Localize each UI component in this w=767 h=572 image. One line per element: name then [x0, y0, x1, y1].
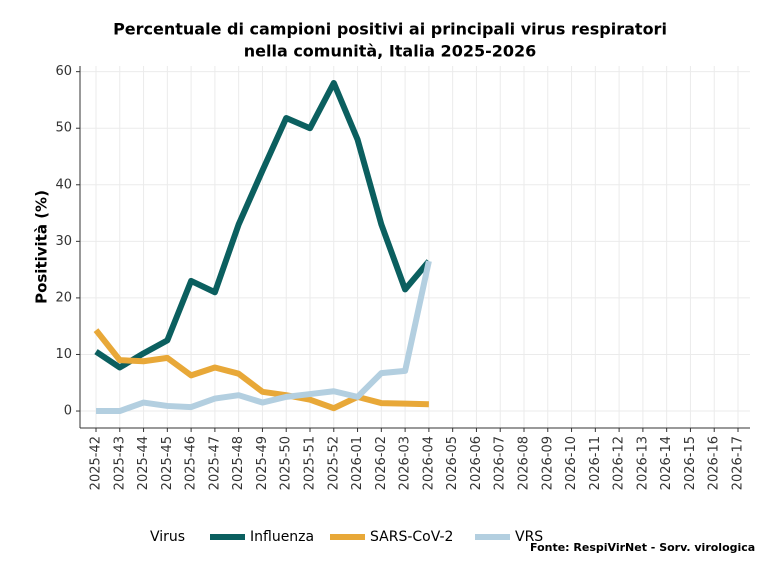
y-axis-label: Positività (%)	[33, 190, 51, 304]
x-tick-label: 2026-03	[398, 436, 413, 490]
x-tick-label: 2026-17	[731, 436, 746, 490]
y-tick-label: 0	[64, 404, 72, 419]
legend-title: Virus	[150, 529, 185, 545]
x-tick-label: 2025-50	[279, 436, 294, 490]
x-tick-label: 2026-13	[635, 436, 650, 490]
x-tick-label: 2025-44	[136, 436, 151, 490]
legend-label: Influenza	[250, 529, 314, 545]
x-tick-label: 2026-15	[683, 436, 698, 490]
chart-title: nella comunità, Italia 2025-2026	[244, 42, 537, 61]
x-tick-label: 2025-52	[326, 436, 341, 490]
x-tick-label: 2025-45	[160, 436, 175, 490]
x-tick-label: 2025-42	[89, 436, 104, 490]
x-tick-label: 2026-11	[588, 436, 603, 490]
x-tick-label: 2026-02	[374, 436, 389, 490]
y-tick-label: 20	[55, 290, 72, 305]
x-tick-label: 2025-51	[303, 436, 318, 490]
x-tick-label: 2026-04	[421, 436, 436, 490]
x-tick-label: 2025-49	[255, 436, 270, 490]
x-tick-label: 2026-09	[540, 436, 555, 490]
x-tick-label: 2026-14	[659, 436, 674, 490]
x-tick-label: 2026-16	[707, 436, 722, 490]
annotation: Fonte: RespiVirNet - Sorv. virologica	[530, 541, 755, 554]
x-tick-label: 2026-01	[350, 436, 365, 490]
y-tick-label: 50	[55, 121, 72, 136]
x-tick-label: 2026-12	[612, 436, 627, 490]
y-tick-label: 30	[55, 234, 72, 249]
x-tick-label: 2026-07	[493, 436, 508, 490]
line-series	[93, 328, 429, 412]
x-tick-label: 2026-08	[517, 436, 532, 490]
y-tick-label: 60	[55, 64, 72, 79]
legend-label: SARS-CoV-2	[370, 529, 453, 545]
y-tick-label: 40	[55, 177, 72, 192]
x-tick-label: 2025-48	[231, 436, 246, 490]
x-tick-label: 2026-06	[469, 436, 484, 490]
chart-title: Percentuale di campioni positivi ai prin…	[113, 20, 667, 39]
x-tick-label: 2025-43	[112, 436, 127, 490]
x-tick-label: 2026-10	[564, 436, 579, 490]
line-series	[94, 79, 432, 371]
x-tick-label: 2025-47	[207, 436, 222, 490]
x-tick-label: 2025-46	[184, 436, 199, 490]
line-series	[96, 260, 432, 415]
y-tick-label: 10	[55, 347, 72, 362]
legend-label: VRS	[515, 529, 543, 545]
x-tick-label: 2026-05	[445, 436, 460, 490]
